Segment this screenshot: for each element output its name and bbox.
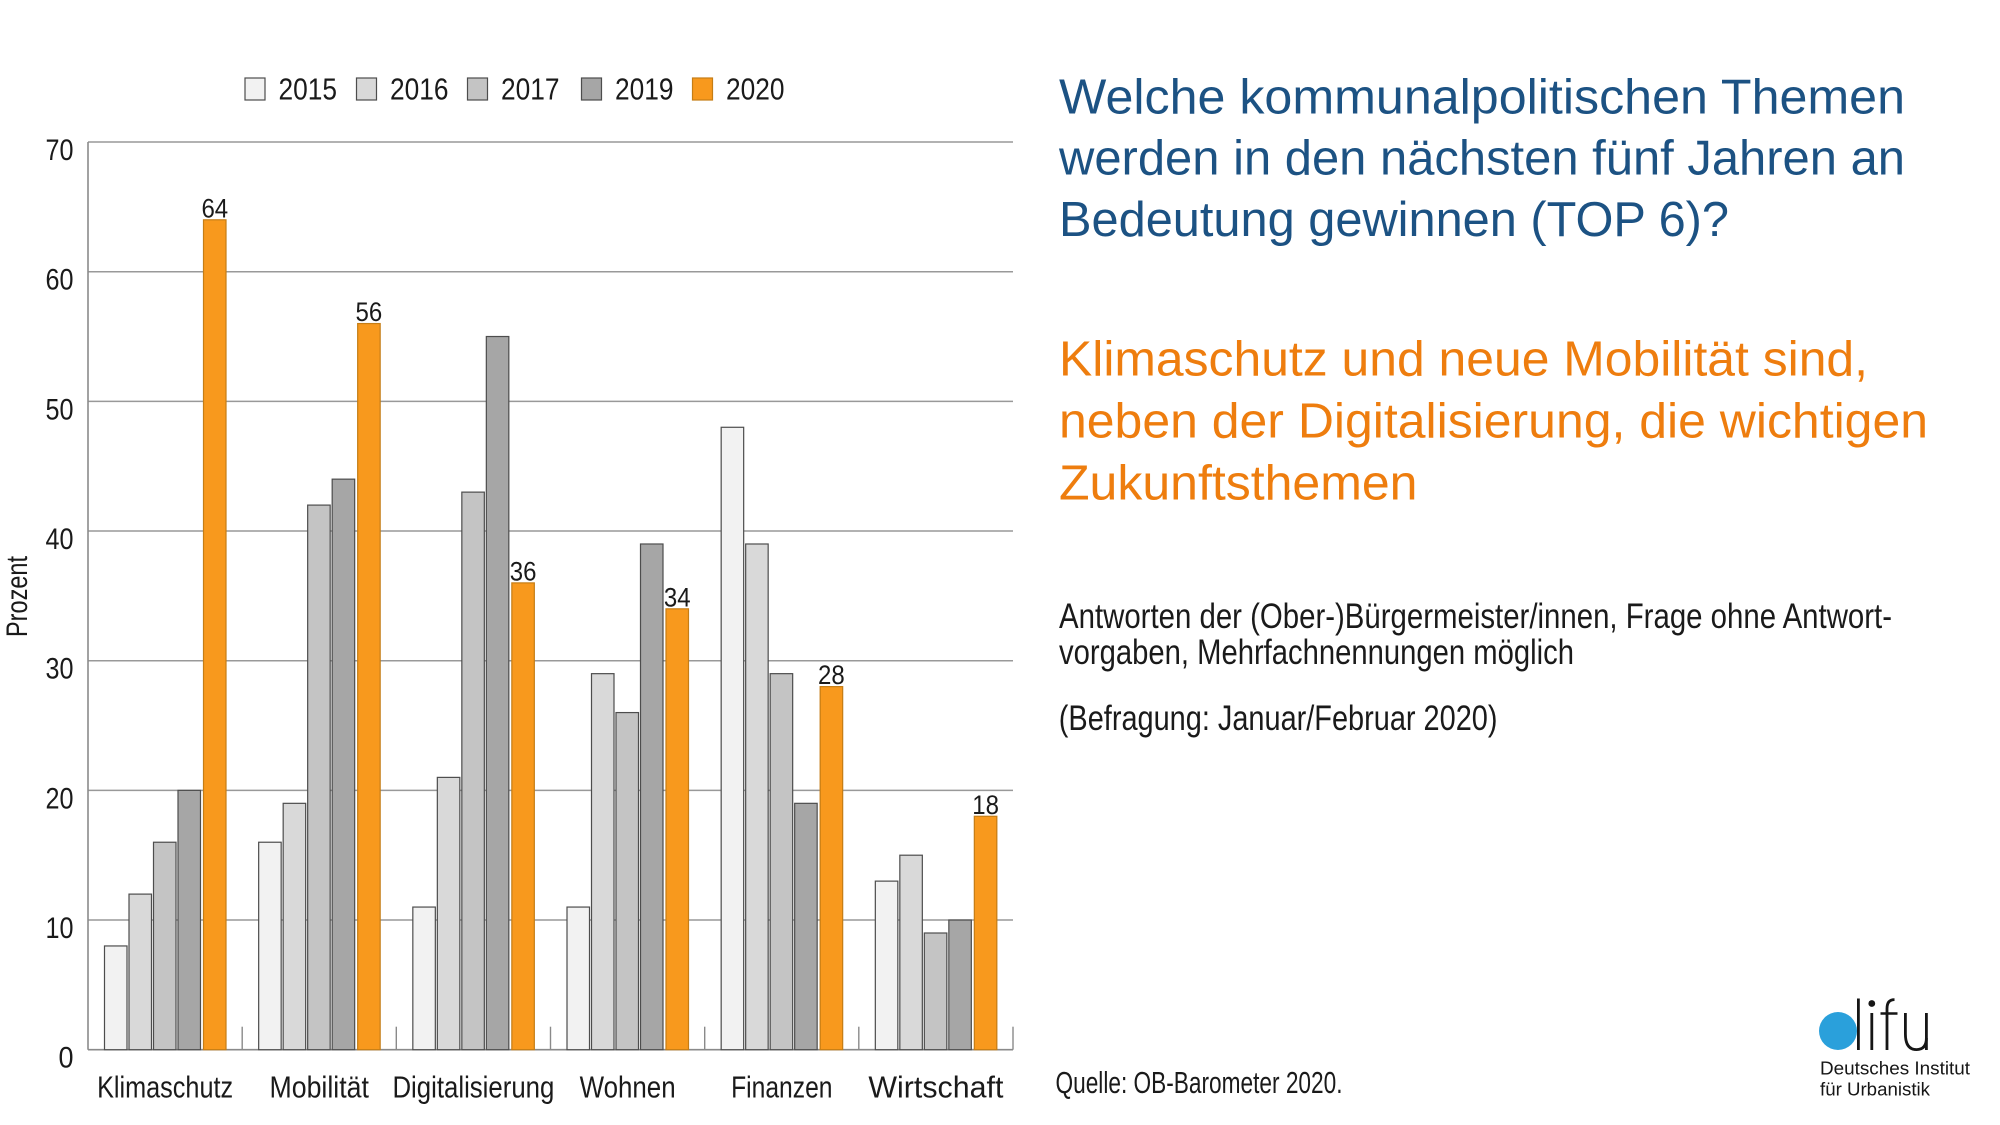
svg-text:Finanzen: Finanzen [731,1069,832,1104]
svg-text:2016: 2016 [390,72,449,107]
svg-text:30: 30 [46,653,74,686]
svg-text:2020: 2020 [726,72,785,107]
svg-text:70: 70 [46,134,74,167]
svg-text:Mobilität: Mobilität [270,1069,370,1104]
svg-text:36: 36 [510,557,537,587]
svg-text:Digitalisierung: Digitalisierung [392,1069,554,1104]
svg-text:Klimaschutz: Klimaschutz [97,1069,233,1104]
svg-text:Antworten der (Ober-)Bürgermei: Antworten der (Ober-)Bürgermeister/innen… [1059,597,1892,636]
svg-text:Welche kommunalpolitischen The: Welche kommunalpolitischen Themen [1059,71,1905,125]
svg-text:Quelle: OB-Barometer 2020.: Quelle: OB-Barometer 2020. [1056,1066,1343,1100]
svg-text:werden in den nächsten fünf Ja: werden in den nächsten fünf Jahren an [1058,132,1905,186]
svg-text:Klimaschutz und neue Mobilität: Klimaschutz und neue Mobilität sind, [1059,333,1868,387]
svg-text:Wohnen: Wohnen [580,1069,676,1104]
svg-text:40: 40 [46,523,74,556]
svg-text:18: 18 [972,790,999,820]
svg-text:50: 50 [46,393,74,426]
svg-text:28: 28 [818,660,845,690]
svg-text:für Urbanistik: für Urbanistik [1820,1080,1931,1100]
svg-text:56: 56 [356,297,383,327]
svg-text:Zukunftsthemen: Zukunftsthemen [1059,457,1418,511]
svg-text:2017: 2017 [501,72,560,107]
svg-text:vorgaben, Mehrfachnennungen mö: vorgaben, Mehrfachnennungen möglich [1059,633,1574,672]
svg-text:60: 60 [46,264,74,297]
svg-text:64: 64 [201,193,228,223]
svg-text:Bedeutung gewinnen (TOP 6)?: Bedeutung gewinnen (TOP 6)? [1059,193,1729,247]
svg-text:Deutsches Institut: Deutsches Institut [1820,1059,1970,1079]
svg-text:Wirtschaft: Wirtschaft [868,1069,1003,1104]
svg-text:neben der Digitalisierung, die: neben der Digitalisierung, die wichtigen [1059,395,1928,449]
svg-text:2015: 2015 [279,72,338,107]
svg-text:2019: 2019 [615,72,674,107]
svg-text:(Befragung: Januar/Februar 202: (Befragung: Januar/Februar 2020) [1059,699,1498,738]
svg-text:0: 0 [59,1042,74,1075]
svg-text:20: 20 [46,782,74,815]
svg-text:10: 10 [46,912,74,945]
svg-text:Prozent: Prozent [1,555,34,637]
svg-text:34: 34 [664,582,691,612]
